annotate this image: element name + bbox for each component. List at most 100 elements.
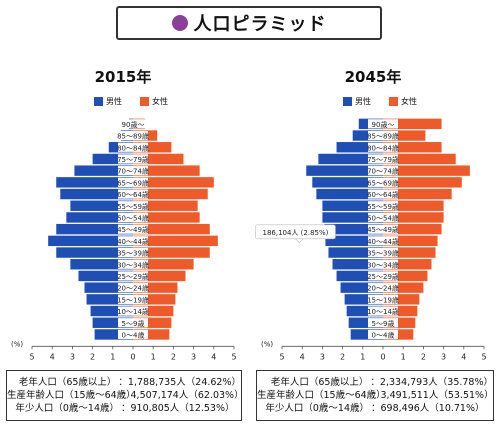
age-label: 85～89歳 [117, 132, 149, 141]
age-label-bg [118, 201, 148, 211]
stats-label: 生産年齢人口（15歳～64歳） [7, 390, 136, 401]
page-title-box: 人口ピラミッド [116, 6, 382, 40]
age-label: 50～54歳 [367, 213, 399, 222]
age-label-bg [368, 130, 398, 141]
legend-male: 男性 [94, 96, 122, 107]
male-bar [328, 247, 383, 258]
age-label-bg [118, 154, 148, 164]
male-bar [306, 165, 383, 176]
age-label: 45～49歳 [367, 225, 399, 234]
male-bar [346, 305, 383, 317]
age-label: 10～14歳 [117, 307, 149, 316]
male-bar [56, 223, 133, 235]
male-bar [56, 177, 133, 188]
stats-value: ：910,805人（12.53%） [121, 403, 235, 414]
x-tick-label: 1 [360, 352, 365, 361]
female-bar [133, 317, 172, 328]
female-bar [133, 200, 198, 211]
male-bar [48, 235, 133, 247]
year-label-2045: 2045年 [344, 68, 402, 86]
x-tick-label: 5 [29, 352, 34, 361]
x-tick-label: 4 [300, 352, 305, 361]
female-bar [133, 223, 210, 235]
female-bar [383, 118, 442, 130]
male-bar [66, 212, 133, 223]
legend-female-label: 女性 [152, 97, 168, 106]
male-bar [60, 188, 133, 200]
female-bar [133, 259, 194, 270]
age-label-bg [368, 119, 398, 129]
age-label: 20～24歳 [117, 284, 149, 293]
female-bar [133, 247, 210, 258]
x-tick-label: 0 [130, 352, 135, 361]
age-label-bg [368, 329, 398, 340]
age-label: 75～79歳 [117, 155, 149, 164]
legend-2045: 男性 女性 [343, 96, 435, 107]
female-bar [383, 153, 456, 165]
male-bar [350, 329, 383, 340]
age-label: 35～39歳 [367, 249, 399, 258]
age-label-bg [368, 166, 398, 176]
male-bar [344, 294, 383, 305]
female-bar [383, 282, 424, 293]
age-label: 35～39歳 [117, 249, 149, 258]
stats-value: ：698,496人（10.71%） [371, 403, 485, 414]
female-bar [133, 270, 186, 282]
female-bar [383, 305, 418, 317]
legend-male-label: 男性 [355, 97, 371, 106]
age-label-bg [368, 177, 398, 187]
female-bar [383, 270, 428, 282]
age-label-bg [368, 271, 398, 281]
stats-row: 年少人口（0歳～14歳） ：910,805人（12.53%） [7, 402, 241, 415]
age-label-bg [118, 318, 148, 328]
age-label: 90歳～ [122, 120, 145, 129]
male-bar [56, 247, 133, 258]
age-label-bg [368, 224, 398, 234]
age-label-bg [368, 212, 398, 223]
age-label: 80～84歳 [117, 143, 149, 152]
age-label-bg [368, 259, 398, 269]
female-bar [133, 235, 218, 247]
stats-label: 老年人口（65歳以上） [18, 377, 117, 388]
male-bar [70, 200, 133, 211]
x-tick-label: 1 [110, 352, 115, 361]
male-bar [340, 282, 383, 293]
age-label: 20～24歳 [367, 284, 399, 293]
stats-box-2045: 老年人口（65歳以上） ：2,334,793人（35.78%） 生産年齢人口（15… [256, 370, 494, 421]
age-label-bg [118, 119, 148, 129]
female-bar [133, 282, 178, 293]
age-label-bg [118, 294, 148, 304]
x-tick-label: 5 [481, 352, 486, 361]
stats-value: ：3,491,511人（53.51%） [371, 390, 494, 401]
age-label-bg [118, 189, 148, 199]
female-bar [383, 294, 420, 305]
x-tick-label: 3 [70, 352, 75, 361]
male-bar [332, 259, 383, 270]
female-bar [133, 142, 172, 153]
x-tick-label: 2 [171, 352, 176, 361]
female-bar [133, 294, 176, 305]
x-tick-label: 1 [151, 352, 156, 361]
age-label: 60～64歳 [367, 190, 399, 199]
age-label-bg [118, 236, 148, 246]
age-label: 0～4歳 [372, 330, 395, 339]
age-label-bg [368, 283, 398, 293]
x-tick-label: 5 [231, 352, 236, 361]
age-label: 30～34歳 [117, 260, 149, 269]
age-label: 5～9歳 [122, 319, 145, 328]
x-tick-label: 3 [441, 352, 446, 361]
male-bar [86, 294, 133, 305]
age-label-bg [118, 306, 148, 316]
female-bar [383, 177, 462, 188]
male-bar [316, 188, 383, 200]
age-label: 55～59歳 [117, 202, 149, 211]
population-pyramid-2045: 90歳～ 85～89歳 80～84歳 75～79歳 70～74歳 65～69歳 60～64歳… [255, 118, 487, 361]
female-bar [383, 142, 442, 153]
age-label-bg [368, 189, 398, 199]
age-label-bg [118, 142, 148, 152]
x-tick-label: 2 [421, 352, 426, 361]
age-label-bg [118, 130, 148, 141]
male-bar [92, 317, 133, 328]
stats-row: 生産年齢人口（15歳～64歳） ：4,507,174人（62.03%） [7, 389, 244, 402]
x-tick-label: 0 [380, 352, 385, 361]
